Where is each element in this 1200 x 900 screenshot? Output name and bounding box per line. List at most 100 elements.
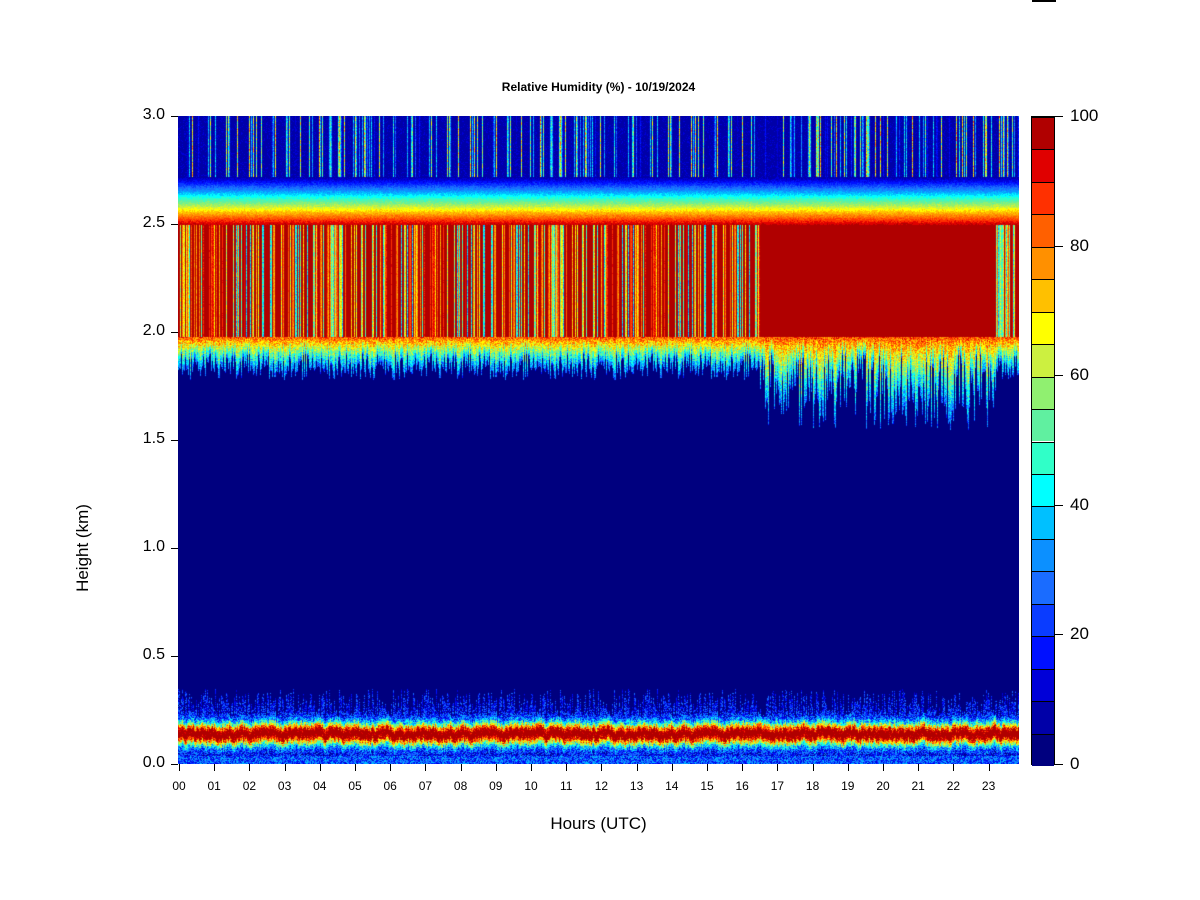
y-tick-mark bbox=[171, 332, 178, 333]
chart-title: Relative Humidity (%) - 10/19/2024 bbox=[501, 80, 696, 94]
x-tick-label: 14 bbox=[665, 779, 679, 793]
x-tick-mark bbox=[214, 764, 216, 771]
y-tick-mark bbox=[171, 440, 178, 441]
x-tick-label: 00 bbox=[172, 779, 186, 793]
x-tick-label: 09 bbox=[489, 779, 503, 793]
colorbar-tick-mark bbox=[1055, 245, 1063, 247]
x-tick-mark bbox=[988, 764, 990, 771]
x-tick-mark bbox=[636, 764, 638, 771]
x-tick-label: 16 bbox=[735, 779, 749, 793]
colorbar-tick-label: 80 bbox=[1070, 235, 1089, 255]
x-tick-mark bbox=[319, 764, 321, 771]
x-tick-mark bbox=[671, 764, 673, 771]
colorbar-bin bbox=[1032, 117, 1054, 150]
x-tick-mark bbox=[777, 764, 779, 771]
x-tick-mark bbox=[566, 764, 568, 771]
colorbar-bin bbox=[1032, 311, 1054, 345]
x-tick-label: 03 bbox=[277, 779, 292, 793]
colorbar-bin bbox=[1032, 441, 1054, 474]
x-tick-label: 22 bbox=[946, 779, 961, 793]
corner-mark bbox=[1032, 0, 1056, 2]
y-tick-label: 1.0 bbox=[142, 538, 165, 555]
x-tick-label: 23 bbox=[981, 779, 996, 793]
y-tick-label: 0.5 bbox=[142, 646, 165, 663]
y-tick-label: 2.5 bbox=[142, 214, 165, 231]
colorbar bbox=[1031, 116, 1055, 766]
colorbar-bin bbox=[1032, 701, 1054, 734]
x-tick-label: 01 bbox=[207, 779, 221, 793]
x-tick-label: 02 bbox=[242, 779, 257, 793]
colorbar-bin bbox=[1032, 376, 1054, 410]
y-tick-label: 0.0 bbox=[142, 754, 165, 771]
x-tick-mark bbox=[284, 764, 286, 771]
colorbar-bin bbox=[1032, 636, 1054, 669]
x-tick-mark bbox=[531, 764, 532, 771]
colorbar-bin bbox=[1032, 733, 1054, 766]
x-tick-mark bbox=[812, 764, 814, 771]
colorbar-tick-label: 60 bbox=[1070, 365, 1089, 385]
x-tick-mark bbox=[953, 764, 955, 771]
x-tick-label: 11 bbox=[559, 779, 573, 793]
x-tick-mark bbox=[425, 764, 427, 771]
colorbar-bin bbox=[1032, 214, 1054, 247]
x-tick-label: 15 bbox=[700, 779, 714, 793]
colorbar-bin bbox=[1032, 603, 1054, 637]
x-tick-mark bbox=[742, 764, 744, 771]
colorbar-tick-mark bbox=[1055, 375, 1063, 377]
colorbar-bin bbox=[1032, 344, 1054, 377]
x-tick-mark bbox=[390, 764, 392, 771]
colorbar-bin bbox=[1032, 246, 1054, 280]
x-axis-label: Hours (UTC) bbox=[550, 814, 647, 833]
colorbar-bin bbox=[1032, 181, 1054, 215]
colorbar-bin bbox=[1032, 668, 1054, 702]
colorbar-bin bbox=[1032, 538, 1054, 572]
x-tick-mark bbox=[249, 764, 251, 771]
y-tick-mark bbox=[171, 548, 178, 549]
x-tick-mark bbox=[847, 764, 849, 771]
colorbar-tick-mark bbox=[1055, 116, 1063, 117]
y-tick-label: 2.0 bbox=[142, 322, 165, 339]
x-tick-mark bbox=[355, 764, 356, 771]
y-tick-label: 3.0 bbox=[142, 106, 165, 123]
colorbar-tick-label: 40 bbox=[1070, 494, 1089, 514]
colorbar-tick-mark bbox=[1055, 634, 1063, 636]
x-tick-label: 20 bbox=[876, 779, 890, 793]
x-tick-label: 06 bbox=[383, 779, 397, 793]
x-tick-mark bbox=[707, 764, 708, 771]
colorbar-tick-label: 100 bbox=[1070, 106, 1099, 125]
colorbar-tick-label: 20 bbox=[1070, 624, 1089, 644]
colorbar-bin bbox=[1032, 473, 1054, 507]
y-tick-mark bbox=[171, 116, 178, 117]
x-tick-label: 04 bbox=[313, 779, 327, 793]
colorbar-bin bbox=[1032, 149, 1054, 182]
y-tick-label: 1.5 bbox=[142, 430, 165, 447]
heatmap-plot-area bbox=[178, 116, 1019, 764]
x-tick-mark bbox=[495, 764, 497, 771]
x-tick-mark bbox=[883, 764, 884, 771]
x-tick-label: 21 bbox=[911, 779, 925, 793]
x-tick-mark bbox=[918, 764, 920, 771]
x-tick-label: 07 bbox=[418, 779, 433, 793]
colorbar-bin bbox=[1032, 506, 1054, 539]
plot-frame bbox=[178, 116, 1019, 764]
y-axis-label: Height (km) bbox=[73, 504, 92, 592]
y-tick-mark bbox=[171, 656, 178, 657]
x-tick-mark bbox=[460, 764, 462, 771]
x-tick-label: 13 bbox=[629, 779, 644, 793]
x-tick-label: 18 bbox=[805, 779, 820, 793]
colorbar-bin bbox=[1032, 279, 1054, 312]
y-tick-mark bbox=[171, 224, 178, 225]
colorbar-tick-mark bbox=[1055, 764, 1063, 765]
x-tick-label: 05 bbox=[348, 779, 362, 793]
x-tick-mark bbox=[601, 764, 603, 771]
x-tick-label: 17 bbox=[770, 779, 785, 793]
colorbar-tick-mark bbox=[1055, 504, 1063, 506]
x-tick-label: 12 bbox=[594, 779, 609, 793]
x-tick-label: 10 bbox=[524, 779, 538, 793]
x-tick-mark bbox=[179, 764, 180, 771]
colorbar-tick-label: 0 bbox=[1070, 754, 1080, 773]
x-tick-label: 08 bbox=[453, 779, 468, 793]
colorbar-bin bbox=[1032, 409, 1054, 442]
colorbar-bin bbox=[1032, 571, 1054, 604]
x-tick-label: 19 bbox=[841, 779, 855, 793]
